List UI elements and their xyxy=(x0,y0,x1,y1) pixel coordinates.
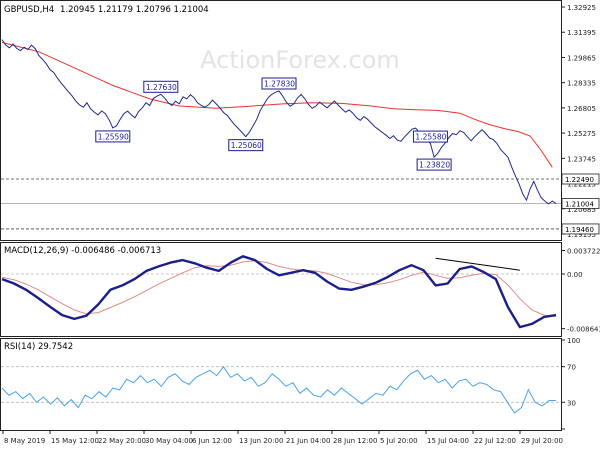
x-tick-label: 22 May 20:00 xyxy=(98,437,146,445)
rsi-tick-label: 30 xyxy=(567,399,576,407)
macd-signal-line xyxy=(1,260,557,317)
price-annotations: 1.25590 1.27630 1.25060 1.27830 1.25580 1.238… xyxy=(95,77,452,171)
x-tick-label: 6 Jun 12:00 xyxy=(192,437,232,445)
rsi-tick-label: 100 xyxy=(567,337,580,345)
price-tick-label: 1.28335 xyxy=(567,80,596,88)
annotation-label: 1.25590 xyxy=(98,132,129,141)
annotation-label: 1.25060 xyxy=(231,141,262,150)
price-tick-label: 1.22215 xyxy=(567,181,596,189)
price-tick-label: 1.25275 xyxy=(567,130,596,138)
rsi-panel: RSI(14) 29.7542 100 70 30 xyxy=(0,337,580,431)
reference-price-box xyxy=(561,198,600,209)
price-series xyxy=(1,39,557,205)
reference-lines xyxy=(1,178,561,230)
annotation-box xyxy=(416,158,452,171)
x-tick-label: 29 Jul 20:00 xyxy=(521,437,563,445)
rsi-line xyxy=(1,365,556,414)
price-line xyxy=(1,39,557,205)
x-tick-label: 28 Jun 12:00 xyxy=(333,437,377,445)
x-tick-label: 5 Jul 20:00 xyxy=(380,437,418,445)
macd-y-axis: 0.003722 0.00 -0.008643 xyxy=(561,247,600,334)
moving-average-line xyxy=(1,41,553,168)
price-panel: ActionForex.com GBPUSD,H4 1.20945 1.2117… xyxy=(0,0,600,241)
reference-price-label: 1.22490 xyxy=(565,176,594,184)
price-tick-label: 1.31395 xyxy=(567,29,596,37)
ma-line xyxy=(1,41,553,168)
macd-tick-label: 0.00 xyxy=(567,271,583,279)
rsi-title: RSI(14) 29.7542 xyxy=(4,342,73,352)
price-tick-label: 1.19155 xyxy=(567,231,596,239)
annotation-box xyxy=(412,130,448,143)
price-tick-label: 1.23745 xyxy=(567,155,596,163)
macd-title: MACD(12,26,9) -0.006486 -0.006713 xyxy=(4,246,161,256)
annotation-box xyxy=(261,77,297,90)
rsi-panel-frame xyxy=(0,338,562,431)
price-tick-label: 1.32925 xyxy=(567,4,596,12)
reference-price-labels: 1.22490 1.21004 1.19460 xyxy=(561,173,600,235)
macd-tick-label: 0.003722 xyxy=(567,247,600,255)
price-tick-label: 1.20685 xyxy=(567,206,596,214)
reference-price-box xyxy=(561,173,600,185)
annotation-box xyxy=(143,80,179,93)
x-tick-label: 22 Jul 12:00 xyxy=(474,437,516,445)
x-tick-label: 21 Jun 04:00 xyxy=(286,437,330,445)
macd-line xyxy=(1,255,557,329)
x-tick-label: 8 May 2019 xyxy=(4,437,45,445)
price-panel-frame xyxy=(0,0,562,241)
x-tick-label: 15 May 12:00 xyxy=(51,437,99,445)
ohlc-readout: 1.20945 1.21179 1.20796 1.21004 xyxy=(60,5,209,15)
symbol-label: GBPUSD,H4 xyxy=(4,5,54,15)
price-tick-label: 1.29865 xyxy=(567,54,596,62)
annotation-label: 1.23820 xyxy=(419,161,450,170)
macd-panel-frame xyxy=(0,242,562,337)
annotation-label: 1.27830 xyxy=(264,79,295,88)
annotation-box xyxy=(228,139,264,152)
price-tick-label: 1.26805 xyxy=(567,105,596,113)
macd-tick-label: -0.008643 xyxy=(567,326,600,334)
x-tick-label: 30 May 04:00 xyxy=(145,437,193,445)
reference-price-box xyxy=(561,223,600,235)
reference-price-label: 1.19460 xyxy=(565,226,594,234)
annotation-label: 1.27630 xyxy=(146,83,177,92)
annotation-box xyxy=(95,130,131,143)
x-tick-label: 13 Jun 20:00 xyxy=(239,437,283,445)
macd-divergence-trendline xyxy=(435,257,520,271)
macd-series xyxy=(1,255,561,329)
x-tick-label: 15 Jul 04:00 xyxy=(427,437,469,445)
reference-price-label: 1.21004 xyxy=(565,200,594,208)
annotation-label: 1.25580 xyxy=(415,133,446,142)
rsi-series xyxy=(1,365,556,414)
rsi-y-axis: 100 70 30 xyxy=(1,337,580,430)
rsi-tick-label: 70 xyxy=(567,364,576,372)
watermark: ActionForex.com xyxy=(200,46,400,74)
macd-panel: MACD(12,26,9) -0.006486 -0.006713 0.0037… xyxy=(0,242,600,337)
